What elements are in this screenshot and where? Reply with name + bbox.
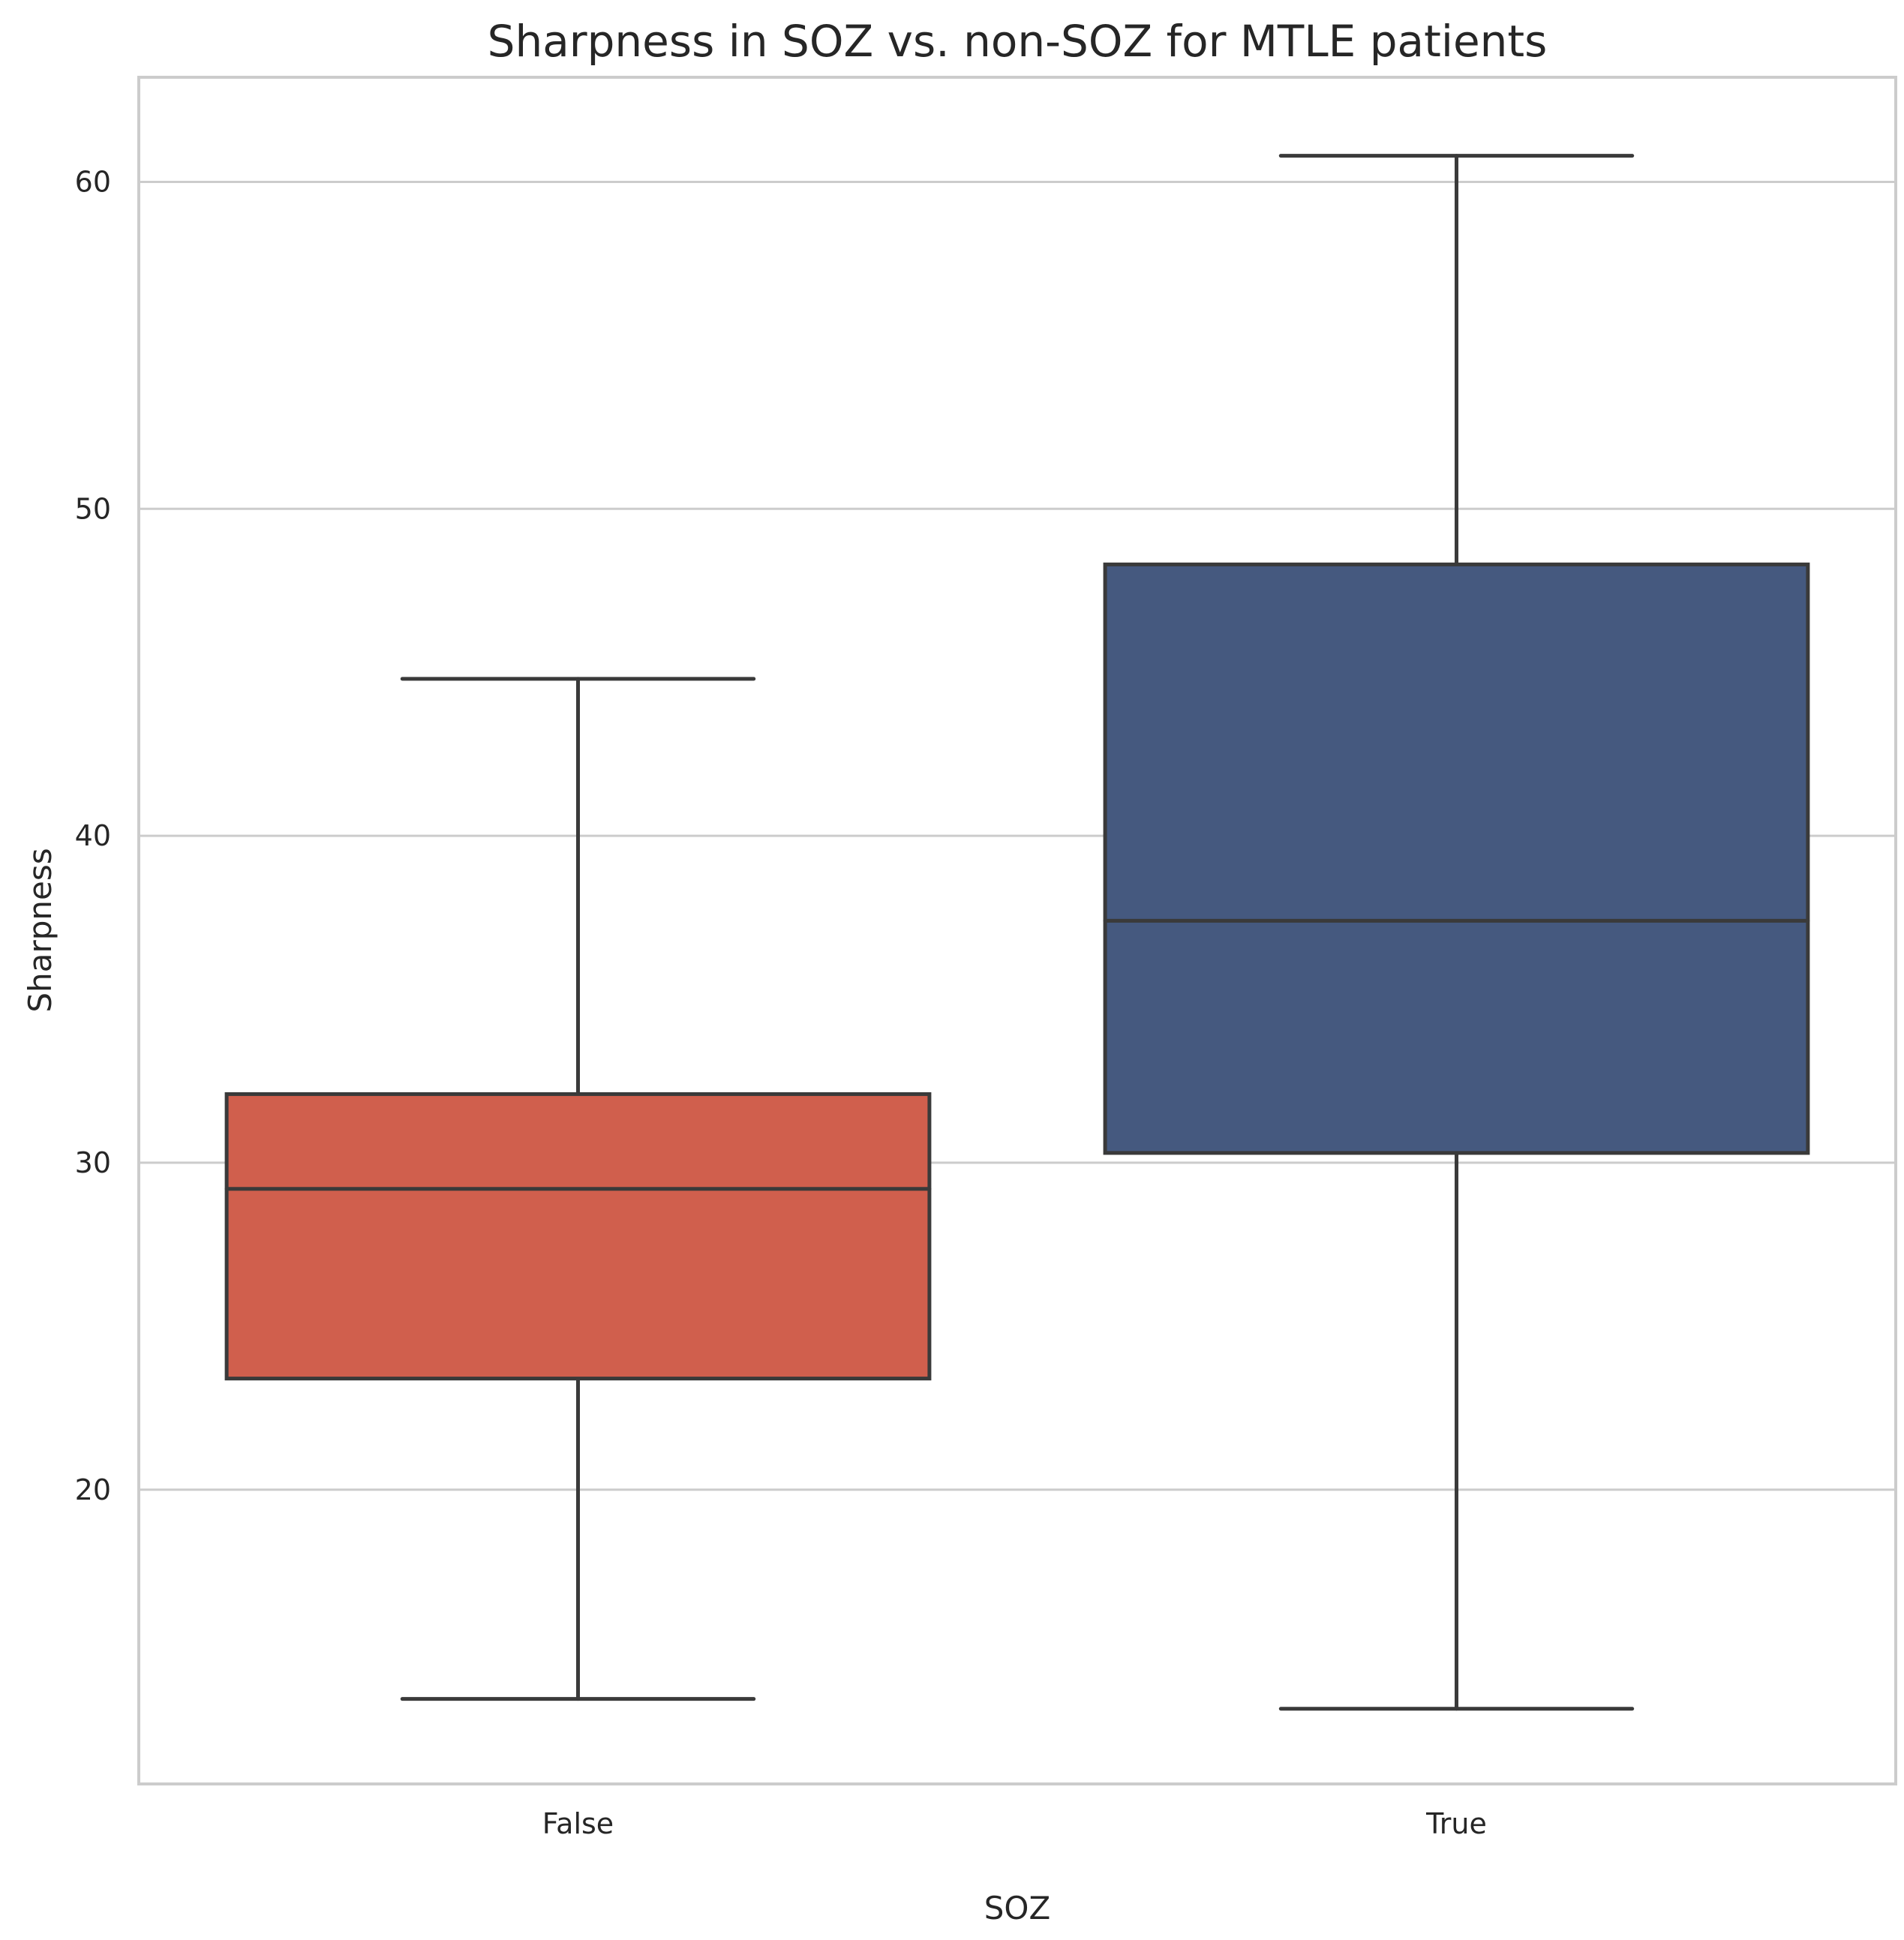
y-tick-label: 50 (75, 492, 111, 525)
box-group-false (224, 677, 932, 1701)
x-tick-label: False (542, 1807, 614, 1840)
x-axis-ticks: False True (542, 1807, 1487, 1840)
y-tick-label: 20 (75, 1473, 111, 1506)
y-tick-label: 30 (75, 1146, 111, 1179)
x-tick-label: True (1425, 1807, 1487, 1840)
box-group-true (1103, 154, 1810, 1711)
x-axis-label: SOZ (984, 1890, 1051, 1926)
plot-frame (137, 76, 1897, 1785)
y-tick-label: 60 (75, 165, 111, 198)
iqr-box (1103, 562, 1810, 1155)
boxes (224, 154, 1810, 1711)
y-axis-label: Sharpness (22, 848, 59, 1012)
y-tick-label: 40 (75, 819, 111, 852)
iqr-box (224, 1092, 932, 1381)
chart-title: Sharpness in SOZ vs. non-SOZ for MTLE pa… (488, 16, 1548, 67)
y-axis-ticks: 20 30 40 50 60 (75, 165, 111, 1506)
